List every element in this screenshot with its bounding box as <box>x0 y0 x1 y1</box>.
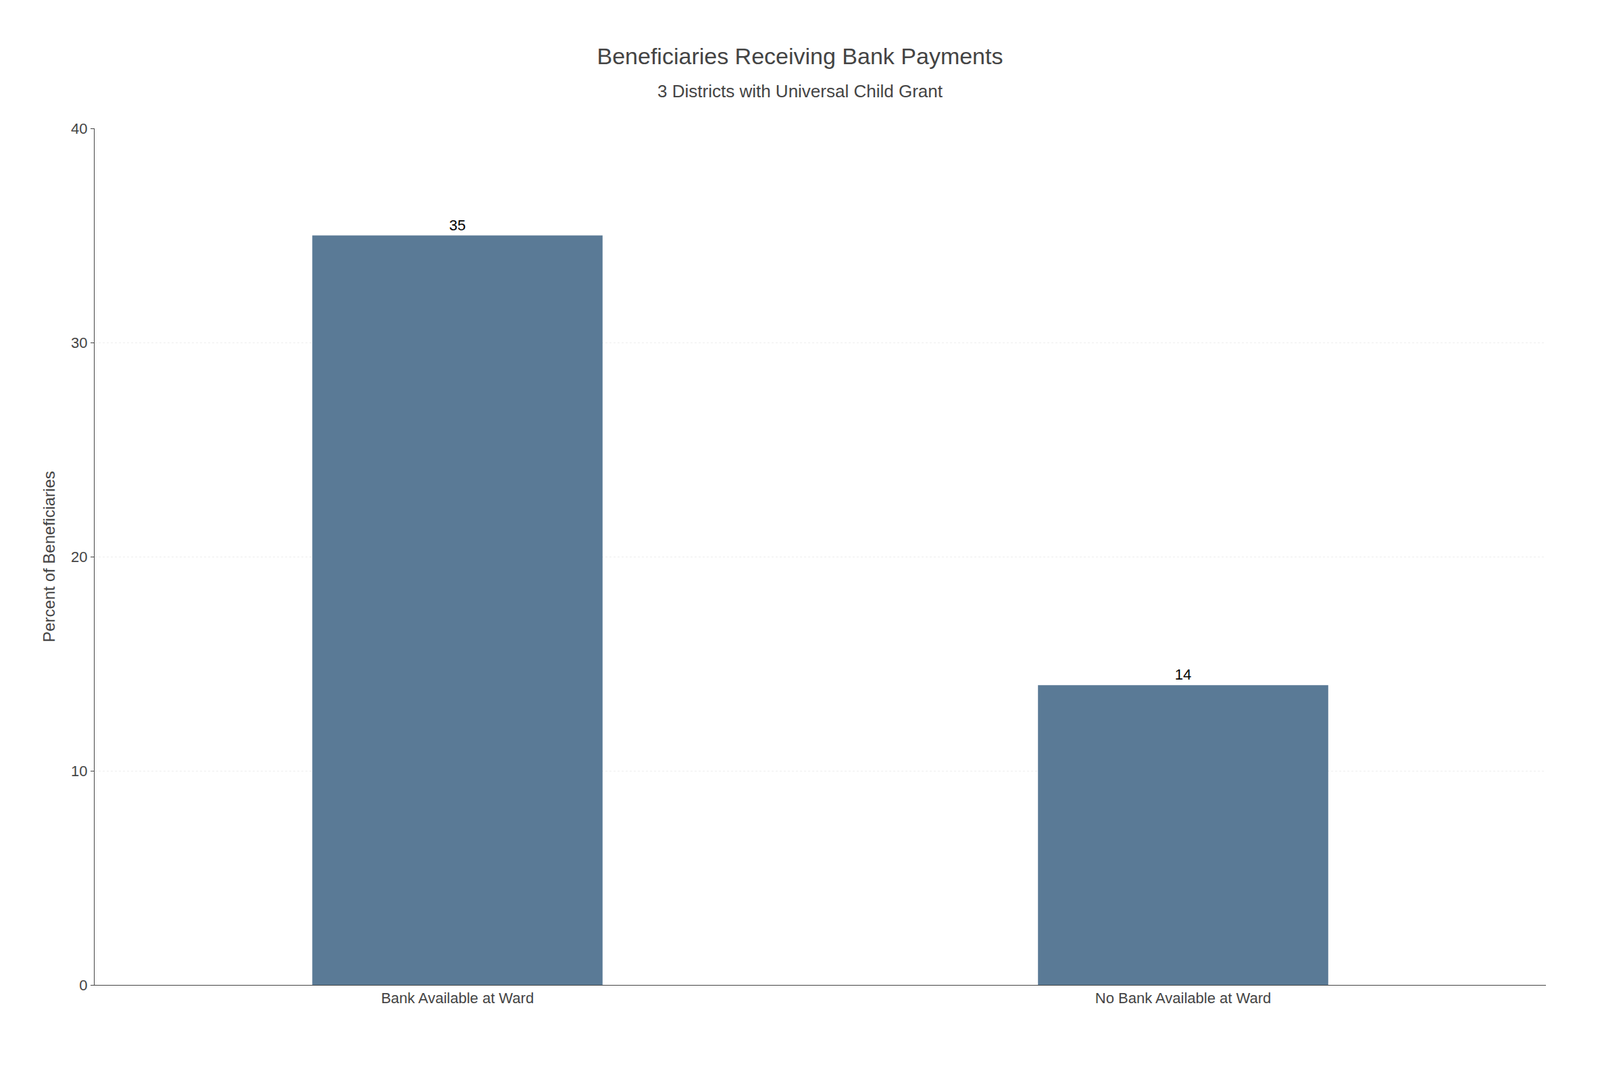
svg-text:Beneficiaries Receiving Bank P: Beneficiaries Receiving Bank Payments <box>597 43 1004 69</box>
svg-text:20: 20 <box>70 548 88 566</box>
svg-text:3 Districts with Universal Chi: 3 Districts with Universal Child Grant <box>657 81 944 102</box>
svg-text:10: 10 <box>70 762 88 780</box>
svg-text:14: 14 <box>1175 666 1192 684</box>
svg-text:35: 35 <box>449 216 466 234</box>
svg-text:40: 40 <box>70 120 88 138</box>
svg-text:0: 0 <box>79 977 88 994</box>
svg-text:Percent of Beneficiaries: Percent of Beneficiaries <box>39 470 59 642</box>
svg-text:30: 30 <box>70 334 88 352</box>
svg-text:No Bank Available at Ward: No Bank Available at Ward <box>1095 989 1271 1007</box>
svg-text:Bank Available at Ward: Bank Available at Ward <box>381 989 534 1007</box>
